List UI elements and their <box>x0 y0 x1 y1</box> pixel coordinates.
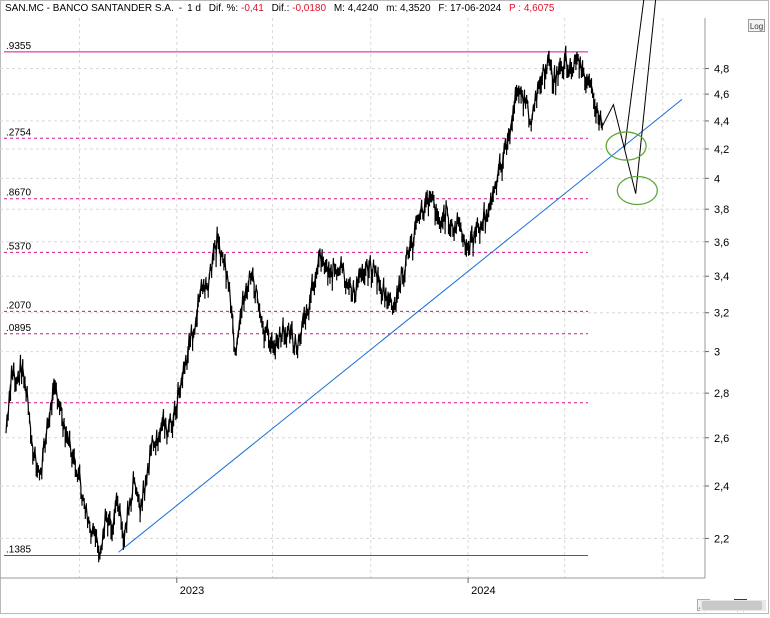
bottom-toolbar <box>0 597 769 614</box>
y-tick-label: 4,4 <box>714 116 729 128</box>
highlight-ellipse <box>605 131 647 161</box>
highlight-ellipse <box>616 175 658 206</box>
chart-header: SAN.MC - BANCO SANTANDER S.A. -1 d Dif. %… <box>5 3 555 14</box>
fib-level-label: .0895 <box>6 323 31 334</box>
y-tick-label: 2,6 <box>714 433 729 445</box>
fib-level-label: .9355 <box>6 41 31 52</box>
log-scale-button[interactable]: Log <box>748 19 765 32</box>
price-value: 4,6075 <box>523 3 555 14</box>
y-tick-label: 4,6 <box>714 89 729 101</box>
x-axis: 2023 2024 <box>0 577 705 597</box>
max-label: M: 4,4240 <box>333 3 379 14</box>
price-label: P : <box>508 3 522 14</box>
y-tick-label: 2,2 <box>714 533 729 545</box>
y-tick-label: 2,8 <box>714 388 729 400</box>
min-label: m: 4,3520 <box>386 3 431 14</box>
fib-level-label: .2754 <box>6 127 31 138</box>
trendline-layer <box>118 99 683 553</box>
y-tick-label: 4,8 <box>714 64 729 76</box>
y-tick-label: 4 <box>714 173 720 185</box>
date-label: F: 17-06-2024 <box>438 3 502 14</box>
projection-path <box>601 0 645 150</box>
dif-pct-value: -0,41 <box>241 3 264 14</box>
trendline <box>118 99 683 553</box>
y-tick-label: 3,2 <box>714 308 729 320</box>
scrollbar-thumb[interactable] <box>702 601 762 610</box>
x-tick-label: 2023 <box>180 585 204 597</box>
price-layer <box>5 45 603 563</box>
y-tick-label: 3,8 <box>714 204 729 216</box>
fib-level-label: .5370 <box>6 241 31 252</box>
dif-value: -0,0180 <box>292 3 327 14</box>
projection-layer <box>601 0 658 206</box>
fib-level-label: .1385 <box>6 544 31 555</box>
fib-level-label: .8670 <box>6 188 31 199</box>
price-series <box>5 45 603 563</box>
x-tick-label: 2024 <box>471 585 495 597</box>
y-tick-label: 2,4 <box>714 481 729 493</box>
dif-label: Dif.: <box>271 3 290 14</box>
symbol-label: SAN.MC - BANCO SANTANDER S.A. <box>5 3 174 14</box>
y-tick-label: 3,6 <box>714 237 729 249</box>
y-tick-label: 3,4 <box>714 271 729 283</box>
dif-pct-label: Dif. %: <box>208 3 239 14</box>
fib-level-label: .2070 <box>6 300 31 311</box>
projection-path <box>624 0 657 194</box>
timeframe-label: 1 d <box>187 3 201 14</box>
y-tick-label: 3 <box>714 347 720 359</box>
fibonacci-levels: .9355 .2754 .8670 .5370 .2070 .0895 .1385 <box>4 41 588 556</box>
y-tick-label: 4,2 <box>714 144 729 156</box>
y-axis: 4,8 4,6 4,4 4,2 4 3,8 3,6 3,4 3,2 3 2,8 2,6 2,4 2,2 <box>704 18 729 578</box>
